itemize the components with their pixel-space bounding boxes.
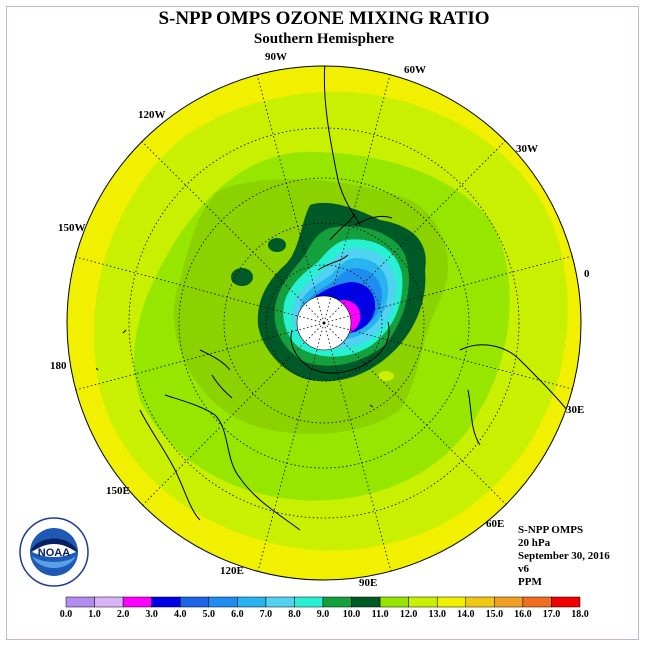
lon-label-30w: 30W xyxy=(516,143,538,155)
colorbar-tick-label: 16.0 xyxy=(514,609,532,620)
figure-frame xyxy=(6,6,639,640)
latitude-circle xyxy=(178,177,470,469)
coastline-africa xyxy=(459,344,576,446)
colorbar-tick-label: 15.0 xyxy=(485,609,504,620)
colorbar-swatch xyxy=(436,596,467,608)
colorbar-swatch xyxy=(94,596,124,608)
lon-label-120e: 120E xyxy=(220,565,244,577)
colorbar-tick-label: 18.0 xyxy=(571,609,589,620)
meridian-line xyxy=(323,322,393,575)
meridian-line xyxy=(323,138,508,324)
colorbar-tick-label: 6.0 xyxy=(231,609,244,620)
colorbar-swatch xyxy=(151,596,181,608)
meridian-line xyxy=(323,254,576,324)
colorbar-swatch xyxy=(208,596,238,608)
ozone-blob xyxy=(378,371,394,381)
map-title: S-NPP OMPS OZONE MIXING RATIO xyxy=(158,8,490,29)
info-level: 20 hPa xyxy=(518,537,551,549)
info-block: S-NPP OMPS 20 hPa September 30, 2016 v6 … xyxy=(518,524,610,589)
lon-label-90e: 90E xyxy=(359,577,378,589)
meridian-line xyxy=(323,71,392,324)
colorbar-tick-label: 2.0 xyxy=(116,609,130,620)
info-version: v6 xyxy=(518,563,529,575)
colorbar-swatch xyxy=(551,596,581,608)
noaa-logo: NOAA xyxy=(19,517,89,587)
colorbar-swatch xyxy=(351,596,381,608)
info-date: September 30, 2016 xyxy=(518,550,610,562)
colorbar-swatch xyxy=(522,596,552,608)
colorbar-tick-label: 0.0 xyxy=(59,609,73,620)
lon-label-30e: 30E xyxy=(566,404,585,416)
info-instrument: S-NPP OMPS xyxy=(518,524,584,536)
lon-label-60e: 60E xyxy=(486,518,505,530)
lon-label-150w: 150W xyxy=(58,222,86,234)
ozone-blob xyxy=(231,268,253,286)
colorbar-tick-label: 8.0 xyxy=(288,609,301,620)
latitude-circle xyxy=(223,222,425,424)
colorbar-tick-label: 13.0 xyxy=(428,609,446,620)
coastline-antarctica xyxy=(290,321,390,374)
colorbar-swatch xyxy=(65,596,95,608)
colorbar-swatch xyxy=(494,596,524,608)
coastline-south-america xyxy=(323,66,393,226)
south-pole-mark xyxy=(322,321,326,325)
meridian-line xyxy=(323,322,576,391)
info-units: PPM xyxy=(518,576,542,588)
colorbar-swatch xyxy=(379,596,409,608)
colorbar-tick-label: 11.0 xyxy=(371,609,389,620)
meridian-line xyxy=(139,139,325,324)
lon-label-120w: 120W xyxy=(138,109,166,121)
meridian-line xyxy=(72,255,325,324)
colorbar-tick-label: 7.0 xyxy=(259,609,273,620)
colorbar-swatch xyxy=(408,596,438,608)
meridian-line xyxy=(256,322,325,575)
colorbar-tick-label: 3.0 xyxy=(145,609,158,620)
colorbar-tick-label: 17.0 xyxy=(542,609,561,620)
coastline-islands xyxy=(95,329,374,408)
meridian-line xyxy=(255,71,325,324)
latitude-circle xyxy=(265,264,383,382)
lon-label-90w: 90W xyxy=(265,51,287,63)
colorbar-tick-label: 12.0 xyxy=(399,609,418,620)
colorbar-swatch xyxy=(179,596,210,608)
map-subtitle: Southern Hemisphere xyxy=(253,31,395,47)
coastline-new-zealand xyxy=(199,349,233,399)
colorbar-tick-label: 5.0 xyxy=(202,609,216,620)
colorbar-swatch xyxy=(465,596,495,608)
coastline-antarctic-peninsula xyxy=(317,213,356,271)
lon-label-150e: 150E xyxy=(106,485,130,497)
colorbar-swatch xyxy=(237,596,267,608)
ozone-blob xyxy=(268,238,286,252)
noaa-logo-text: NOAA xyxy=(38,547,70,559)
colorbar-swatch xyxy=(122,596,152,608)
colorbar-tick-label: 4.0 xyxy=(173,609,187,620)
colorbar-swatch xyxy=(322,596,352,608)
colorbar-tick-label: 10.0 xyxy=(342,609,361,620)
meridian-line xyxy=(323,322,509,507)
colorbar-tick-label: 9.0 xyxy=(316,609,330,620)
colorbar-tick-label: 1.0 xyxy=(88,609,101,620)
colorbar-tick-label: 14.0 xyxy=(457,609,475,620)
lon-label-0: 0 xyxy=(584,268,590,280)
colorbar-swatch xyxy=(265,596,295,608)
meridian-line xyxy=(72,322,325,392)
lon-label-60w: 60W xyxy=(404,64,426,76)
colorbar-swatch xyxy=(294,596,324,608)
meridian-line xyxy=(140,322,325,508)
coastline-australia xyxy=(139,394,301,531)
lon-label-180: 180 xyxy=(50,360,67,372)
latitude-circle xyxy=(128,127,520,519)
